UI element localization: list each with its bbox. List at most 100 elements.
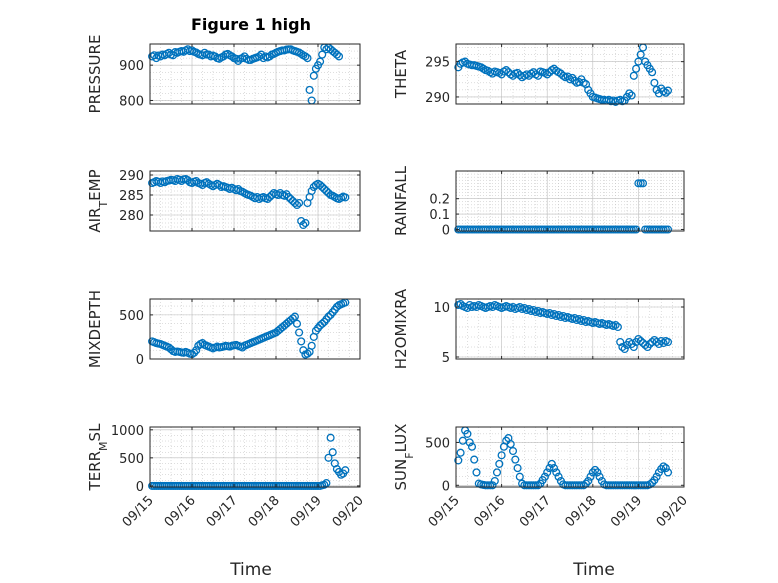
axes-box xyxy=(455,43,685,105)
data-point xyxy=(641,481,650,490)
data-point xyxy=(316,57,325,66)
y-tick-label: 500 xyxy=(119,452,144,467)
data-point xyxy=(324,453,333,462)
data-point xyxy=(303,349,312,358)
data-point xyxy=(292,200,302,210)
data-point xyxy=(659,225,668,234)
y-tick-label: 500 xyxy=(119,309,144,324)
data-point xyxy=(200,48,209,57)
data-point xyxy=(309,71,318,80)
y-axis-label: RAINFALL xyxy=(392,165,410,236)
data-point xyxy=(263,194,272,204)
data-point xyxy=(227,52,236,61)
data-point xyxy=(545,464,554,473)
axes-box xyxy=(149,298,361,360)
x-axis-label-left: Time xyxy=(229,560,272,580)
data-point xyxy=(223,49,232,58)
subplot-mixdepth: 0 500 MIXDEPTH xyxy=(86,290,361,368)
data-point xyxy=(316,180,325,190)
data-point xyxy=(652,472,661,481)
y-axis-label: TERRMSL xyxy=(86,423,110,492)
y-tick-label: 280 xyxy=(119,209,144,224)
data-point xyxy=(593,468,602,477)
subplot-h2omixra: 5 10 H2OMIXRA xyxy=(392,288,685,369)
data-point xyxy=(508,446,518,456)
x-tick-label: 09/20 xyxy=(330,493,367,530)
data-point xyxy=(301,52,310,61)
data-point xyxy=(591,465,600,474)
x-tick-label: 09/19 xyxy=(288,493,325,530)
data-point xyxy=(552,468,561,477)
data-point xyxy=(641,340,650,350)
data-point xyxy=(318,182,327,192)
data-point xyxy=(570,313,579,323)
data-point xyxy=(318,50,327,59)
data-point xyxy=(634,179,643,188)
data-point xyxy=(638,179,648,188)
data-point xyxy=(636,336,645,346)
data-point xyxy=(620,344,629,354)
data-point xyxy=(577,481,586,490)
subplot-sun-flux: 09/15 09/16 09/17 09/18 09/19 09/20 0 500 SUNFLU… xyxy=(392,424,691,531)
data-point xyxy=(301,218,310,228)
data-point xyxy=(490,476,499,486)
data-point xyxy=(648,478,657,487)
y-tick-label: 800 xyxy=(119,94,144,109)
data-point xyxy=(629,342,638,352)
data-point xyxy=(513,464,522,473)
data-point xyxy=(657,464,666,474)
data-point xyxy=(663,468,673,477)
data-point xyxy=(326,433,335,442)
data-point xyxy=(554,472,563,481)
data-point xyxy=(328,448,337,457)
data-point xyxy=(575,314,584,324)
data-point xyxy=(511,455,520,464)
data-point xyxy=(616,337,625,347)
data-point xyxy=(506,440,515,449)
y-tick-label: 5 xyxy=(442,351,450,366)
data-point xyxy=(465,438,474,447)
y-tick-label: 0 xyxy=(136,480,144,495)
data-point xyxy=(632,64,641,73)
data-point xyxy=(290,312,299,321)
data-point xyxy=(292,319,302,328)
data-point xyxy=(661,88,670,97)
data-point xyxy=(586,472,595,481)
x-tick-label: 09/16 xyxy=(471,493,508,530)
data-point xyxy=(297,337,306,346)
data-point xyxy=(332,302,341,311)
data-point xyxy=(549,464,559,473)
y-axis-label: AIRTEMP xyxy=(86,169,110,232)
axes-box xyxy=(149,170,361,232)
data-point xyxy=(322,186,331,196)
data-point xyxy=(307,341,316,350)
data-point xyxy=(636,50,645,59)
y-tick-label: 290 xyxy=(119,169,144,184)
subplot-pressure: 800 900 PRESSURE xyxy=(86,35,361,114)
y-tick-label: 500 xyxy=(425,436,450,451)
data-point xyxy=(307,186,316,196)
data-point xyxy=(531,481,540,490)
y-axis-label: SUNFLUX xyxy=(392,424,416,491)
data-point xyxy=(611,320,620,330)
y-tick-label: 295 xyxy=(425,56,450,71)
data-point xyxy=(529,305,538,315)
subplot-grid: 800 900 PRESSURE 290 295 THETA 280 285 290 AIRTEM… xyxy=(86,35,691,531)
data-point xyxy=(534,481,543,490)
data-point xyxy=(663,337,673,347)
data-point xyxy=(549,309,559,319)
y-axis-label: PRESSURE xyxy=(86,35,104,114)
data-point xyxy=(299,220,308,230)
data-point xyxy=(648,68,657,77)
data-point xyxy=(625,89,634,98)
data-point xyxy=(284,192,293,202)
x-tick-label: 09/15 xyxy=(120,493,157,530)
data-point xyxy=(280,191,289,200)
data-point xyxy=(513,68,522,77)
x-tick-label: 09/20 xyxy=(654,493,691,530)
data-point xyxy=(470,455,479,464)
y-tick-label: 0.1 xyxy=(429,208,450,223)
x-tick-label: 09/17 xyxy=(517,493,554,530)
data-point xyxy=(650,78,659,87)
data-point xyxy=(540,472,549,481)
